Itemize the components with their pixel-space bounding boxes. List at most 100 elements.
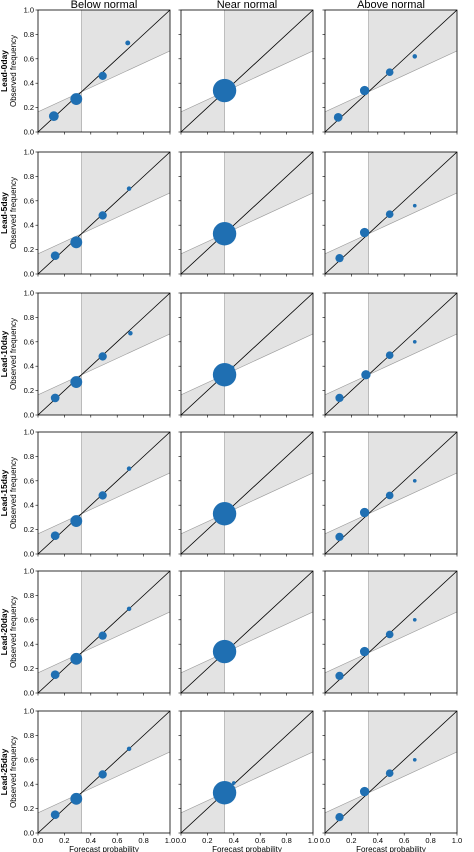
data-point xyxy=(412,339,417,344)
data-point xyxy=(212,781,237,805)
y-tick-label: 0.4 xyxy=(24,780,34,789)
y-tick-label: 0.2 xyxy=(24,245,34,254)
x-tick-label: 1.0 xyxy=(308,836,318,845)
y-tick-label: 0.6 xyxy=(24,755,34,764)
row-label: Lead-25day xyxy=(0,748,9,795)
x-axis-label: Forecast probability xyxy=(356,845,426,852)
data-point xyxy=(50,670,60,680)
data-point xyxy=(126,746,132,752)
panel-2-4 xyxy=(322,570,458,696)
x-tick-label: 0.8 xyxy=(425,836,435,845)
data-point xyxy=(126,466,132,471)
y-tick-label: 0.4 xyxy=(24,221,34,230)
no-skill-line xyxy=(325,333,457,396)
no-skill-line xyxy=(38,192,170,255)
data-point xyxy=(385,210,394,219)
y-tick-label: 0.6 xyxy=(24,196,34,205)
panel-2-5 xyxy=(322,710,458,836)
diagonal-line xyxy=(181,432,313,554)
panel-frame xyxy=(37,151,171,275)
x-tick-label: 0.4 xyxy=(373,836,383,845)
data-point xyxy=(231,781,236,785)
x-tick-label: 0.6 xyxy=(112,836,122,845)
x-axis-label: Forecast probability xyxy=(212,845,282,852)
panel-1-1 xyxy=(178,151,314,277)
data-point xyxy=(412,757,417,762)
y-tick-label: 0.2 xyxy=(24,525,34,534)
panel-inner xyxy=(181,152,313,274)
panel-inner xyxy=(38,10,170,132)
data-point xyxy=(212,502,237,526)
y-tick-label: 1.0 xyxy=(24,289,34,298)
panel-inner xyxy=(38,432,170,554)
data-point xyxy=(359,227,370,238)
no-skill-line xyxy=(181,192,313,255)
diagonal-line xyxy=(181,571,313,693)
panel-inner xyxy=(38,152,170,274)
row-label: Lead-15day xyxy=(0,469,9,516)
y-axis-label: Observed frequency xyxy=(9,177,18,249)
column-title: Near normal xyxy=(217,0,278,11)
no-skill-line xyxy=(181,50,313,113)
y-tick-label: 0.0 xyxy=(24,550,34,559)
panel-2-2 xyxy=(322,292,458,418)
panel-frame xyxy=(180,710,314,834)
no-skill-line xyxy=(181,472,313,535)
no-skill-line xyxy=(38,611,170,674)
panel-inner xyxy=(325,432,457,554)
x-tick-label: 0.0 xyxy=(176,836,186,845)
no-skill-line xyxy=(38,751,170,814)
data-point xyxy=(98,71,107,81)
data-point xyxy=(50,251,60,261)
panel-frame xyxy=(37,710,171,834)
panel-inner xyxy=(181,571,313,693)
data-point xyxy=(230,82,235,87)
data-point xyxy=(126,186,132,191)
panel-frame xyxy=(37,570,171,694)
data-point xyxy=(361,370,371,380)
no-skill-line xyxy=(325,192,457,255)
panel-1-3 xyxy=(178,431,314,557)
y-tick-label: 1.0 xyxy=(24,567,34,576)
panel-frame xyxy=(180,431,314,555)
y-tick-label: 0.6 xyxy=(24,476,34,485)
y-tick-label: 0.2 xyxy=(24,664,34,673)
data-point xyxy=(98,352,107,361)
no-skill-line xyxy=(181,611,313,674)
data-point xyxy=(70,236,83,249)
data-point xyxy=(412,203,417,208)
y-tick-label: 0.4 xyxy=(24,501,34,510)
panel-inner xyxy=(38,571,170,693)
panel-inner xyxy=(325,711,457,833)
data-point xyxy=(335,813,344,822)
x-tick-label: 0.0 xyxy=(320,836,330,845)
no-skill-line xyxy=(325,751,457,814)
data-point xyxy=(385,630,394,639)
y-tick-label: 0.4 xyxy=(24,79,34,88)
data-point xyxy=(412,617,417,622)
panel-inner xyxy=(181,293,313,415)
data-point xyxy=(359,646,370,657)
panel-inner xyxy=(181,10,313,132)
x-tick-label: 1.0 xyxy=(165,836,175,845)
y-tick-label: 0.4 xyxy=(24,362,34,371)
panel-0-4 xyxy=(35,570,171,696)
data-point xyxy=(230,365,235,370)
data-point xyxy=(70,792,83,805)
y-axis-label: Observed frequency xyxy=(9,736,18,808)
y-tick-label: 0.4 xyxy=(24,640,34,649)
y-tick-label: 0.0 xyxy=(24,270,34,279)
data-point xyxy=(335,393,344,403)
no-skill-line xyxy=(181,751,313,814)
y-axis-label: Observed frequency xyxy=(9,35,18,107)
panel-2-1 xyxy=(322,151,458,277)
panel-frame xyxy=(324,151,458,275)
data-point xyxy=(125,40,131,46)
x-axis-label: Forecast probability xyxy=(69,845,139,852)
panel-frame xyxy=(37,292,171,416)
panel-inner xyxy=(181,711,313,833)
row-label: Lead-0day xyxy=(0,50,9,92)
y-tick-label: 0.2 xyxy=(24,386,34,395)
panel-0-0 xyxy=(35,9,171,135)
row-label: Lead-10day xyxy=(0,330,9,377)
